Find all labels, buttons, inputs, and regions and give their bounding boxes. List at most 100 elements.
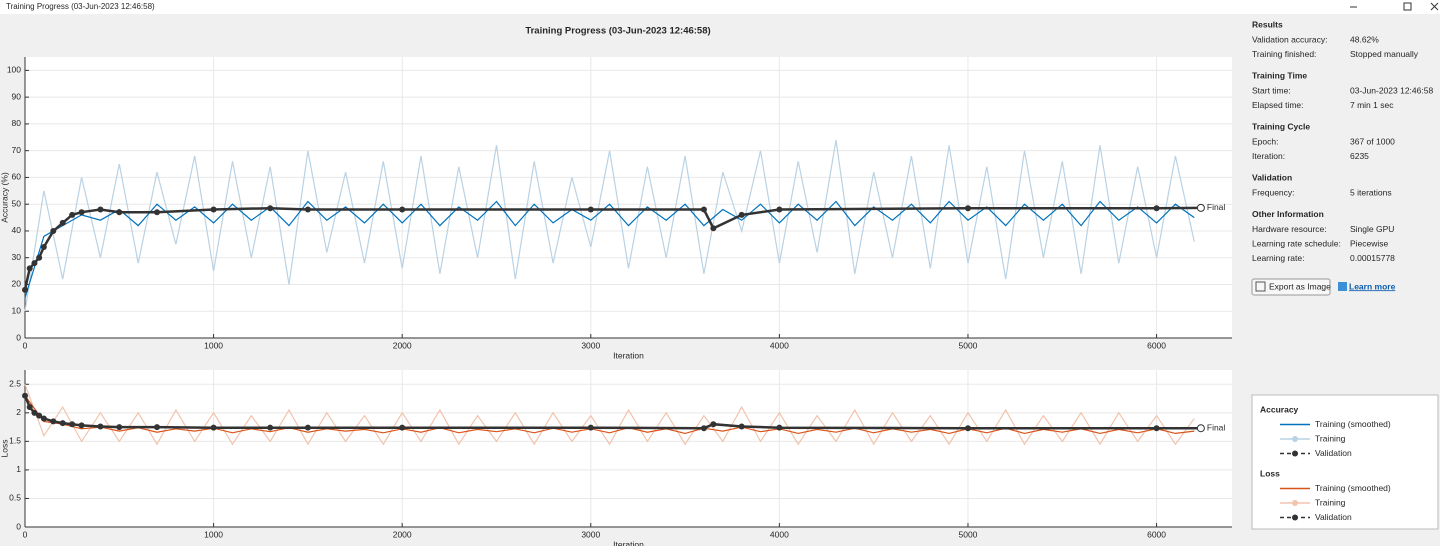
y-tick-label: 20 <box>12 279 22 289</box>
info-label: Elapsed time: <box>1252 100 1304 110</box>
y-tick-label: 1.5 <box>9 436 21 446</box>
section-title: Results <box>1252 19 1283 29</box>
legend-label: Training (smoothed) <box>1315 483 1391 493</box>
info-label: Learning rate: <box>1252 253 1304 263</box>
info-label: Frequency: <box>1252 187 1295 197</box>
x-tick-label: 5000 <box>959 529 978 539</box>
validation-marker <box>97 206 104 213</box>
validation-marker <box>50 418 57 425</box>
validation-marker <box>304 206 311 213</box>
maximize-button[interactable] <box>1403 2 1412 11</box>
validation-marker <box>738 211 745 218</box>
validation-marker <box>36 254 43 261</box>
y-tick-label: 0 <box>16 332 21 342</box>
validation-marker <box>267 424 274 431</box>
validation-marker <box>710 421 717 428</box>
y-tick-label: 100 <box>7 65 21 75</box>
validation-marker <box>59 420 66 427</box>
y-tick-label: 0 <box>16 521 21 531</box>
validation-marker <box>267 205 274 212</box>
info-value: Stopped manually <box>1350 49 1419 59</box>
legend-label: Training <box>1315 497 1346 507</box>
y-tick-label: 0.5 <box>9 493 21 503</box>
legend-label: Validation <box>1315 512 1352 522</box>
legend-marker <box>1292 450 1298 457</box>
validation-marker <box>587 206 594 213</box>
legend-section: Loss <box>1260 468 1280 478</box>
y-tick-label: 40 <box>12 225 22 235</box>
final-marker <box>1196 203 1205 212</box>
y-tick-label: 60 <box>12 172 22 182</box>
validation-marker <box>22 392 28 399</box>
validation-marker <box>36 412 43 419</box>
y-tick-label: 50 <box>12 198 22 208</box>
legend-label: Training <box>1315 433 1346 443</box>
export-label[interactable]: Export as Image <box>1269 281 1331 291</box>
section-title: Validation <box>1252 172 1292 182</box>
validation-marker <box>399 206 406 213</box>
legend-box <box>1251 394 1439 530</box>
y-tick-label: 90 <box>12 91 22 101</box>
validation-marker <box>304 424 311 431</box>
y-tick-label: 1 <box>16 464 21 474</box>
legend-marker <box>1292 436 1298 442</box>
info-label: Hardware resource: <box>1252 224 1327 234</box>
x-tick-label: 0 <box>23 340 28 350</box>
final-label: Final <box>1207 202 1226 212</box>
y-tick-label: 80 <box>12 118 22 128</box>
info-value: 48.62% <box>1350 34 1379 44</box>
info-label: Epoch: <box>1252 136 1278 146</box>
info-value: Single GPU <box>1350 224 1394 234</box>
y-tick-label: 70 <box>12 145 22 155</box>
y-tick-label: 30 <box>12 252 22 262</box>
info-value: 367 of 1000 <box>1350 136 1395 146</box>
legend-marker <box>1292 500 1298 506</box>
validation-marker <box>22 286 28 293</box>
series-line <box>24 200 1195 299</box>
info-label: Start time: <box>1252 85 1291 95</box>
chart-title: Training Progress (03-Jun-2023 12:46:58) <box>525 26 710 37</box>
y-tick-label: 2 <box>16 407 21 417</box>
export-button[interactable] <box>1251 278 1331 296</box>
validation-marker <box>738 423 745 430</box>
validation-marker <box>50 227 57 234</box>
x-tick-label: 4000 <box>770 340 789 350</box>
validation-marker <box>964 425 971 432</box>
x-axis-label: Iteration <box>613 350 644 360</box>
info-value: 7 min 1 sec <box>1350 100 1394 110</box>
plot-area <box>25 370 1232 527</box>
x-tick-label: 2000 <box>393 529 412 539</box>
close-button[interactable] <box>1430 2 1439 11</box>
info-label: Validation accuracy: <box>1252 34 1327 44</box>
learn-more-link[interactable]: Learn more <box>1349 281 1396 291</box>
validation-marker <box>700 425 707 432</box>
info-value: Piecewise <box>1350 238 1389 248</box>
validation-marker <box>31 260 38 267</box>
validation-marker <box>26 404 33 411</box>
validation-marker <box>69 421 76 428</box>
series-line <box>24 395 1195 435</box>
validation-marker <box>78 209 85 216</box>
section-title: Training Cycle <box>1252 121 1310 131</box>
validation-marker <box>1153 425 1160 432</box>
info-value: 0.00015778 <box>1350 253 1395 263</box>
validation-marker <box>59 219 66 226</box>
info-value: 6235 <box>1350 151 1369 161</box>
info-label: Iteration: <box>1252 151 1285 161</box>
info-value: 03-Jun-2023 12:46:58 <box>1350 85 1433 95</box>
validation-marker <box>69 211 76 218</box>
legend-marker <box>1292 514 1298 521</box>
x-axis-label: Iteration <box>613 539 644 546</box>
y-tick-label: 2.5 <box>9 379 21 389</box>
x-tick-label: 6000 <box>1147 340 1166 350</box>
info-icon <box>1338 282 1347 291</box>
series-line <box>24 384 1195 446</box>
x-tick-label: 3000 <box>581 529 600 539</box>
validation-marker <box>964 205 971 212</box>
x-tick-label: 2000 <box>393 340 412 350</box>
y-axis-label: Accuracy (%) <box>0 172 9 223</box>
validation-marker <box>700 206 707 213</box>
info-label: Learning rate schedule: <box>1252 238 1341 248</box>
validation-marker <box>776 424 783 431</box>
